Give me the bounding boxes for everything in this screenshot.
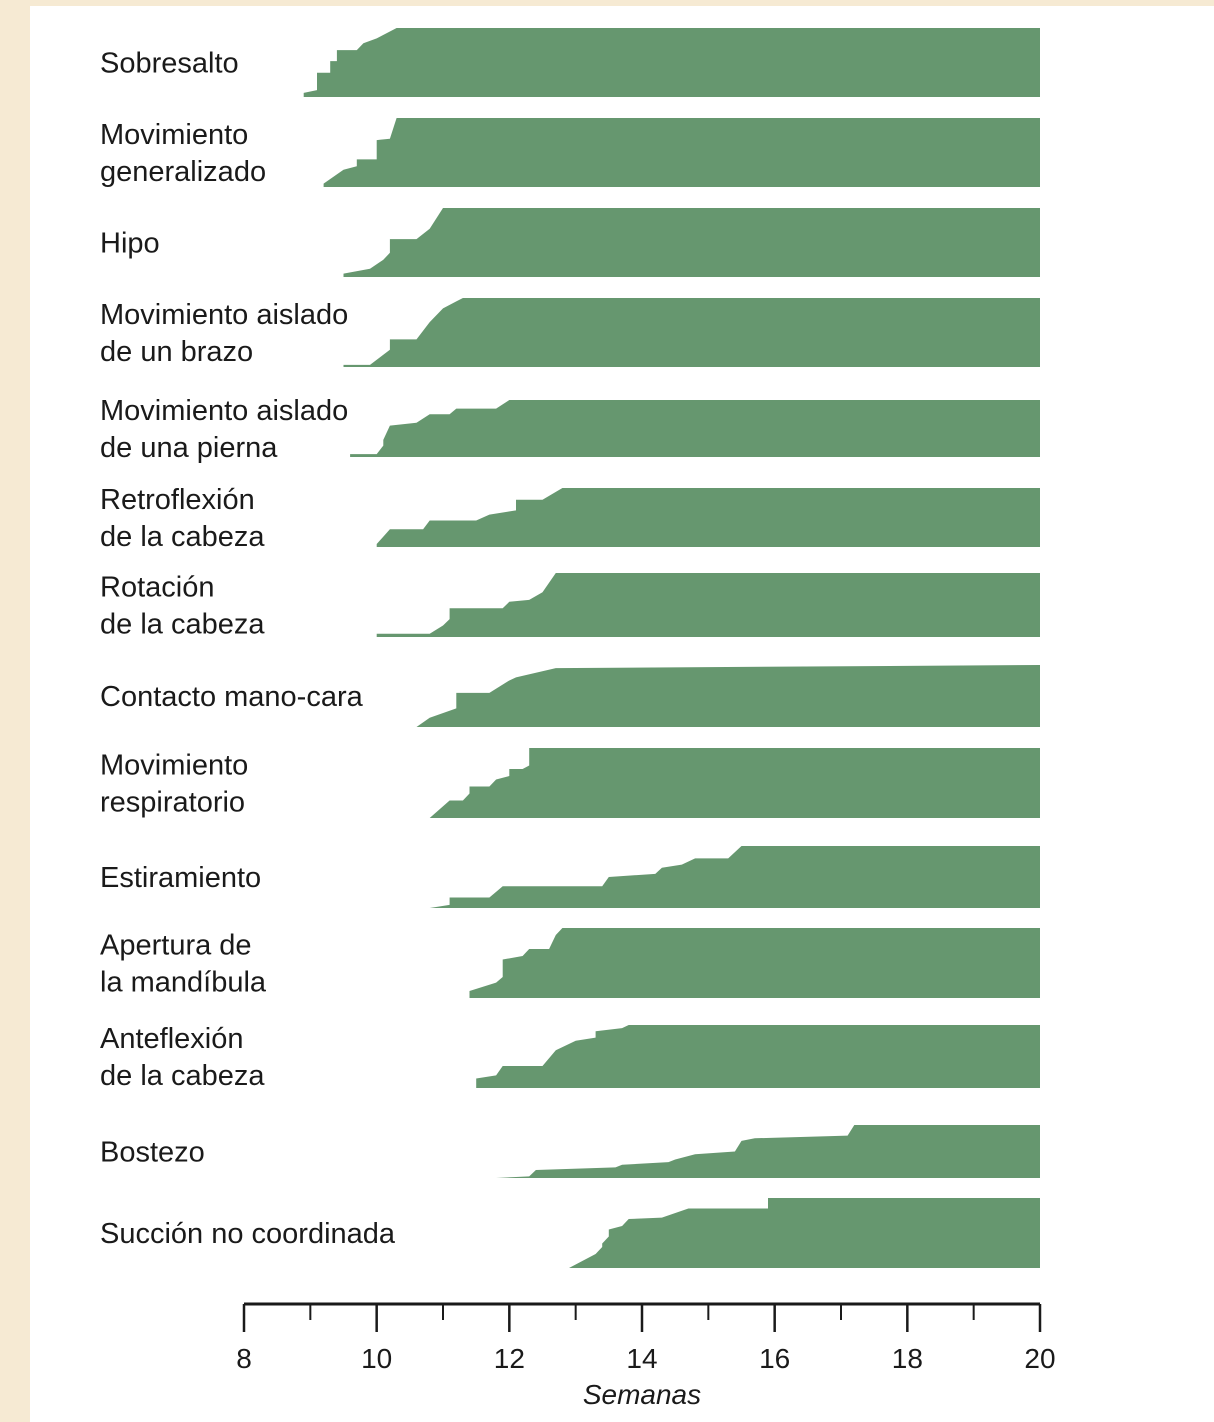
area-13 bbox=[496, 1125, 1041, 1178]
row-label-line: Movimiento aislado bbox=[100, 395, 348, 427]
area-2 bbox=[323, 118, 1041, 187]
area-5 bbox=[350, 400, 1041, 457]
row-label-line: Estiramiento bbox=[100, 862, 261, 894]
area-4 bbox=[343, 298, 1040, 367]
area-6 bbox=[376, 488, 1040, 547]
row-label-line: respiratorio bbox=[100, 787, 245, 819]
row-label: Anteflexión de la cabeza bbox=[100, 1023, 265, 1092]
chart-panel: Sobresalto Movimiento generalizado Hipo Movi… bbox=[30, 6, 1214, 1422]
row-11: Apertura de la mandíbula bbox=[100, 928, 1040, 999]
area-7 bbox=[376, 573, 1040, 637]
row-label-line: Succión no coordinada bbox=[100, 1218, 396, 1250]
x-tick-label: 8 bbox=[236, 1343, 252, 1374]
row-label-line: la mandíbula bbox=[100, 967, 267, 999]
row-label-line: Rotación bbox=[100, 572, 214, 604]
row-label: Movimiento aislado de un brazo bbox=[100, 299, 348, 368]
row-label: Rotación de la cabeza bbox=[100, 572, 265, 641]
row-label-line: de un brazo bbox=[100, 336, 253, 368]
row-label: Movimiento respiratorio bbox=[100, 750, 248, 819]
row-label-line: de la cabeza bbox=[100, 1060, 265, 1092]
x-tick-label: 14 bbox=[626, 1343, 657, 1374]
row-label-line: de una pierna bbox=[100, 432, 278, 464]
area-9 bbox=[429, 748, 1040, 818]
row-9: Movimiento respiratorio bbox=[100, 748, 1040, 819]
area-1 bbox=[303, 28, 1040, 97]
area-11 bbox=[443, 928, 1040, 998]
row-label-line: Bostezo bbox=[100, 1137, 205, 1169]
row-1: Sobresalto bbox=[100, 28, 1040, 97]
row-label: Apertura de la mandíbula bbox=[100, 930, 267, 999]
row-8: Contacto mano-cara bbox=[100, 665, 1040, 727]
row-label: Movimiento aislado de una pierna bbox=[100, 395, 348, 464]
row-13: Bostezo bbox=[100, 1125, 1041, 1178]
behavior-onset-chart: Sobresalto Movimiento generalizado Hipo Movi… bbox=[100, 28, 1056, 1410]
row-label-line: de la cabeza bbox=[100, 521, 265, 553]
row-label-line: generalizado bbox=[100, 156, 266, 188]
row-2: Movimiento generalizado bbox=[100, 118, 1041, 188]
row-5: Movimiento aislado de una pierna bbox=[100, 395, 1041, 464]
row-6: Retroflexión de la cabeza bbox=[100, 484, 1040, 553]
x-axis: 8 10 12 14 16 18 20 Semanas bbox=[236, 1302, 1056, 1410]
row-7: Rotación de la cabeza bbox=[100, 572, 1040, 641]
row-12: Anteflexión de la cabeza bbox=[100, 1023, 1040, 1092]
row-label-line: Movimiento aislado bbox=[100, 299, 348, 331]
row-label-line: de la cabeza bbox=[100, 609, 265, 641]
x-tick-label: 10 bbox=[361, 1343, 392, 1374]
row-label: Movimiento generalizado bbox=[100, 119, 266, 188]
x-tick-label: 16 bbox=[759, 1343, 790, 1374]
row-label-line: Contacto mano-cara bbox=[100, 681, 364, 713]
x-axis-title: Semanas bbox=[583, 1379, 701, 1410]
row-label-line: Hipo bbox=[100, 228, 160, 260]
area-10 bbox=[429, 846, 1040, 908]
row-label: Bostezo bbox=[100, 1137, 205, 1169]
row-label: Contacto mano-cara bbox=[100, 681, 364, 713]
row-14: Succión no coordinada bbox=[100, 1198, 1040, 1268]
row-label-line: Apertura de bbox=[100, 930, 252, 962]
area-3 bbox=[343, 208, 1040, 277]
area-14 bbox=[569, 1198, 1040, 1268]
x-tick-label: 12 bbox=[494, 1343, 525, 1374]
x-tick-label: 20 bbox=[1024, 1343, 1055, 1374]
row-label: Hipo bbox=[100, 228, 160, 260]
area-12 bbox=[443, 1025, 1040, 1088]
row-label-line: Anteflexión bbox=[100, 1023, 244, 1055]
row-label: Sobresalto bbox=[100, 48, 239, 80]
row-label-line: Sobresalto bbox=[100, 48, 239, 80]
x-tick-label: 18 bbox=[892, 1343, 923, 1374]
row-4: Movimiento aislado de un brazo bbox=[100, 298, 1040, 368]
rows: Sobresalto Movimiento generalizado Hipo Movi… bbox=[100, 28, 1041, 1268]
row-label: Retroflexión de la cabeza bbox=[100, 484, 265, 553]
area-8 bbox=[416, 665, 1040, 727]
row-10: Estiramiento bbox=[100, 846, 1040, 908]
row-label: Estiramiento bbox=[100, 862, 261, 894]
row-label-line: Movimiento bbox=[100, 119, 248, 151]
row-label: Succión no coordinada bbox=[100, 1218, 396, 1250]
row-label-line: Retroflexión bbox=[100, 484, 255, 516]
row-3: Hipo bbox=[100, 208, 1040, 277]
row-label-line: Movimiento bbox=[100, 750, 248, 782]
